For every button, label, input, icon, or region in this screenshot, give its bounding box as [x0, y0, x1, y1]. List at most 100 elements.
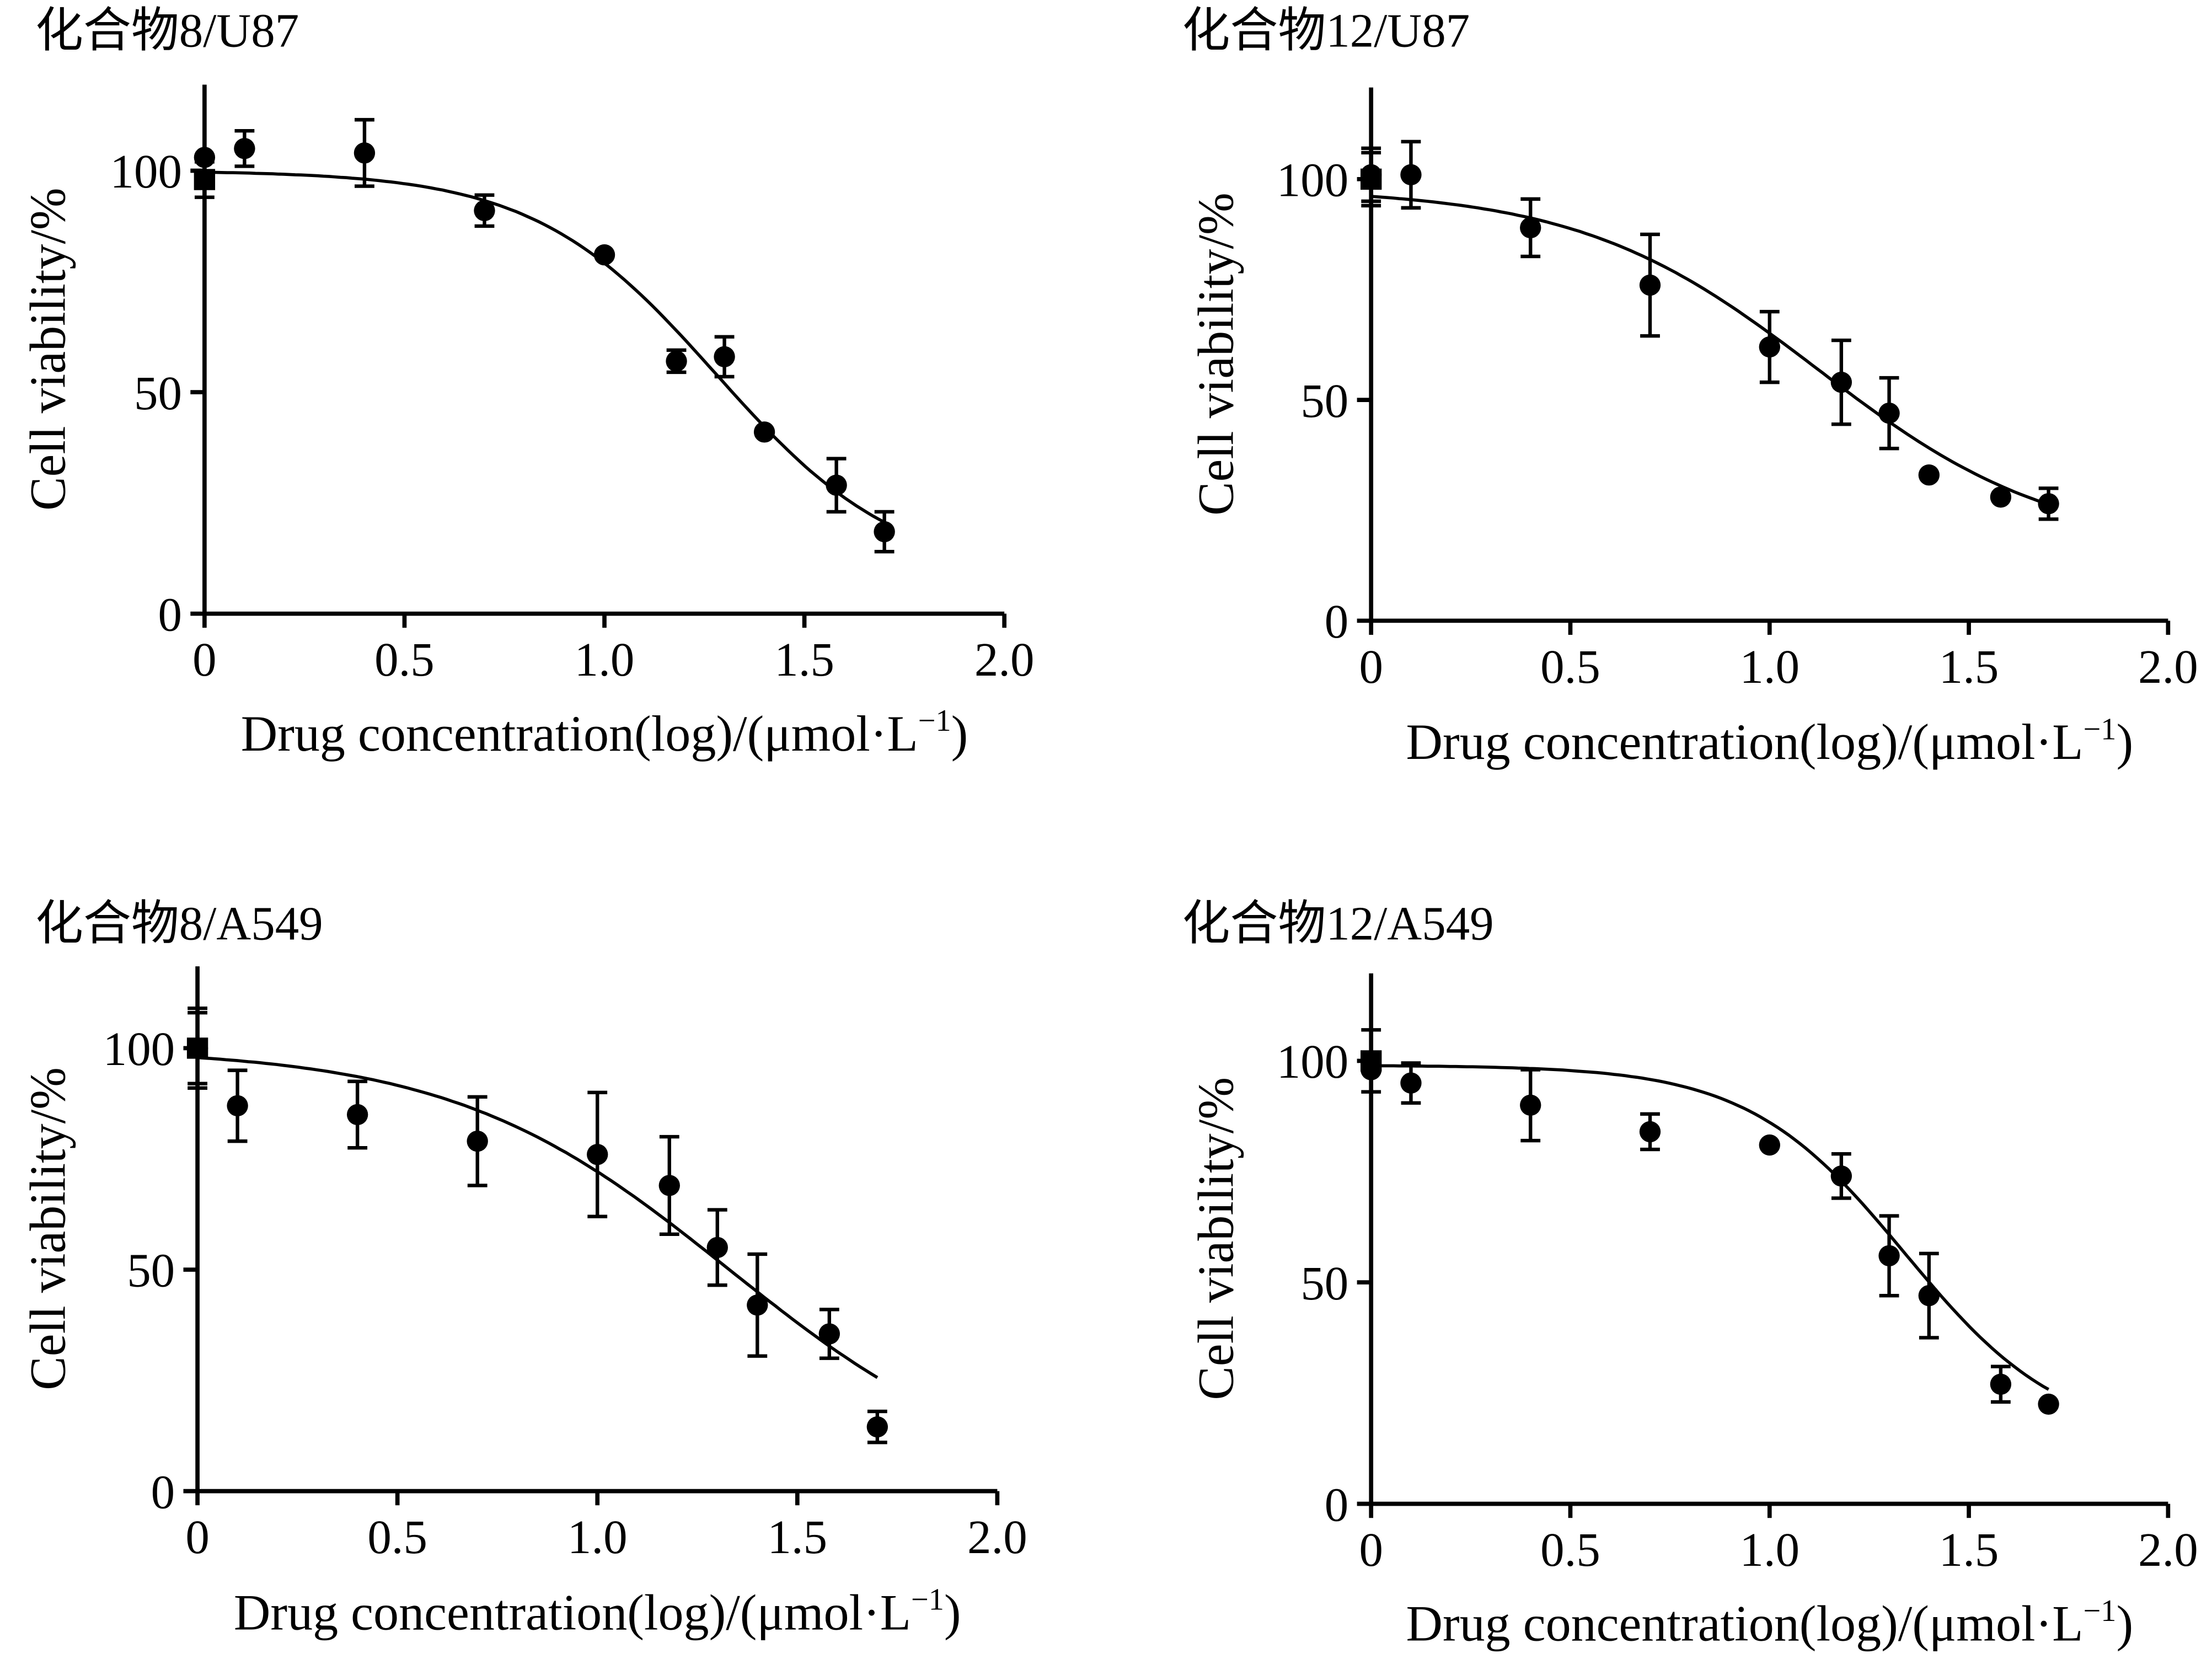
- data-point: [1759, 1134, 1780, 1156]
- panel-compound-8-a549: 化合物8/A549 0 0.5 1.0 1.5 2.0 0 50 100 Cell viabili…: [20, 897, 1027, 1641]
- x-tick-label: 1.5: [1939, 1523, 1999, 1576]
- data-point: [1400, 164, 1422, 186]
- data-point: [1830, 1165, 1852, 1187]
- data-point: [186, 1037, 208, 1059]
- data-point: [467, 1130, 488, 1152]
- data-point: [1918, 464, 1940, 486]
- x-tick-label: 0: [1359, 1523, 1383, 1576]
- x-tick-label: 0.5: [367, 1511, 427, 1564]
- x-axis-title: Drug concentration(log)/(μmol·L−1): [234, 1582, 961, 1640]
- x-tick-label: 0.5: [1540, 1523, 1600, 1576]
- x-tick-label: 0.5: [374, 633, 435, 686]
- x-axis-title: Drug concentration(log)/(μmol·L−1): [1406, 712, 2133, 770]
- x-tick-label: 2.0: [974, 633, 1035, 686]
- data-point: [1520, 1094, 1541, 1116]
- y-axis-title: Cell viability/%: [20, 188, 76, 511]
- y-tick-label: 0: [1325, 595, 1348, 648]
- control-marker: [194, 169, 216, 190]
- y-tick-label: 50: [1300, 1257, 1348, 1310]
- fit-curve: [197, 1056, 879, 1379]
- data-point: [818, 1323, 840, 1345]
- x-axis-title-close: ): [2116, 714, 2133, 770]
- x-tick-label: 0.5: [1540, 640, 1600, 693]
- y-tick-label: 100: [1277, 1035, 1348, 1088]
- data-point: [2038, 493, 2059, 515]
- data-point: [1878, 402, 1900, 424]
- y-axis-title: Cell viability/%: [1188, 192, 1244, 516]
- data-point: [874, 521, 895, 543]
- data-point: [354, 142, 376, 164]
- x-axis-title-superscript: −1: [2084, 712, 2117, 746]
- y-tick-label: 0: [1325, 1478, 1348, 1531]
- x-tick-label: 1.5: [1939, 640, 1999, 693]
- fit-curve: [1370, 195, 2049, 506]
- y-tick-label: 50: [127, 1244, 175, 1297]
- data-point: [593, 244, 615, 266]
- data-point: [866, 1416, 888, 1438]
- x-tick-label: 1.0: [567, 1511, 628, 1564]
- x-tick-label: 1.0: [1739, 640, 1799, 693]
- data-point: [346, 1104, 368, 1126]
- panel-compound-8-u87: 化合物8/U87 0 0.5 1.0 1.5 2.0 0 50 100 Cell viabilit…: [20, 4, 1035, 761]
- x-axis-title-main: Drug concentration(log)/(μmol·L: [234, 1584, 911, 1640]
- x-axis-title-superscript: −1: [918, 704, 951, 738]
- x-axis-title-close: ): [951, 705, 968, 762]
- data-point: [1361, 1059, 1382, 1080]
- data-point: [194, 147, 216, 168]
- x-tick-label: 2.0: [2138, 1523, 2198, 1576]
- x-axis-title: Drug concentration(log)/(μmol·L−1): [1406, 1594, 2133, 1652]
- data-point: [747, 1294, 768, 1316]
- data-point: [706, 1237, 728, 1259]
- data-point: [1990, 1373, 2012, 1395]
- data-point: [753, 421, 775, 443]
- x-tick-label: 2.0: [967, 1511, 1027, 1564]
- x-tick-label: 1.0: [575, 633, 635, 686]
- data-point: [1759, 336, 1780, 358]
- x-axis-title-close: ): [2116, 1596, 2133, 1652]
- data-point: [1639, 1121, 1661, 1143]
- y-tick-label: 100: [110, 145, 182, 198]
- data-point: [1830, 371, 1852, 393]
- x-tick-label: 1.0: [1739, 1523, 1799, 1576]
- x-axis-title-superscript: −1: [2084, 1594, 2117, 1628]
- y-tick-label: 100: [1277, 154, 1348, 207]
- x-tick-label: 1.5: [774, 633, 834, 686]
- x-tick-label: 0: [192, 633, 216, 686]
- data-point: [1990, 486, 2012, 508]
- data-point: [474, 200, 495, 221]
- data-point: [587, 1144, 608, 1165]
- panel-title: 化合物12/A549: [1182, 897, 1493, 950]
- y-tick-label: 50: [1300, 374, 1348, 427]
- fit-curve: [204, 170, 886, 524]
- panel-compound-12-u87: 化合物12/U87 0 0.5 1.0 1.5 2.0 0 50 100 Cell viabili…: [1182, 4, 2198, 770]
- x-tick-label: 0: [185, 1511, 209, 1564]
- data-point: [2038, 1393, 2059, 1415]
- fit-curve: [1371, 1064, 2050, 1391]
- x-axis-title-close: ): [944, 1584, 961, 1640]
- x-axis-title-main: Drug concentration(log)/(μmol·L: [1406, 714, 2083, 770]
- x-tick-label: 2.0: [2138, 640, 2198, 693]
- y-tick-label: 50: [134, 367, 182, 420]
- data-point: [234, 138, 255, 159]
- x-axis-title-main: Drug concentration(log)/(μmol·L: [1406, 1596, 2083, 1652]
- panel-title: 化合物12/U87: [1182, 4, 1470, 57]
- x-axis-title-superscript: −1: [911, 1582, 944, 1617]
- panel-title: 化合物8/A549: [35, 897, 323, 950]
- y-axis-title: Cell viability/%: [20, 1067, 76, 1390]
- data-point: [1878, 1245, 1900, 1267]
- x-axis-title-main: Drug concentration(log)/(μmol·L: [241, 705, 918, 762]
- data-point: [1520, 217, 1541, 239]
- data-point: [658, 1175, 680, 1196]
- data-point: [714, 346, 735, 368]
- panel-title: 化合物8/U87: [35, 4, 299, 57]
- data-point: [1361, 164, 1382, 186]
- y-tick-label: 100: [103, 1023, 175, 1075]
- data-point: [1400, 1072, 1422, 1094]
- data-point: [666, 350, 687, 372]
- x-axis-title: Drug concentration(log)/(μmol·L−1): [241, 704, 968, 762]
- y-tick-label: 0: [151, 1465, 175, 1518]
- y-axis-title: Cell viability/%: [1188, 1077, 1244, 1400]
- x-tick-label: 1.5: [767, 1511, 827, 1564]
